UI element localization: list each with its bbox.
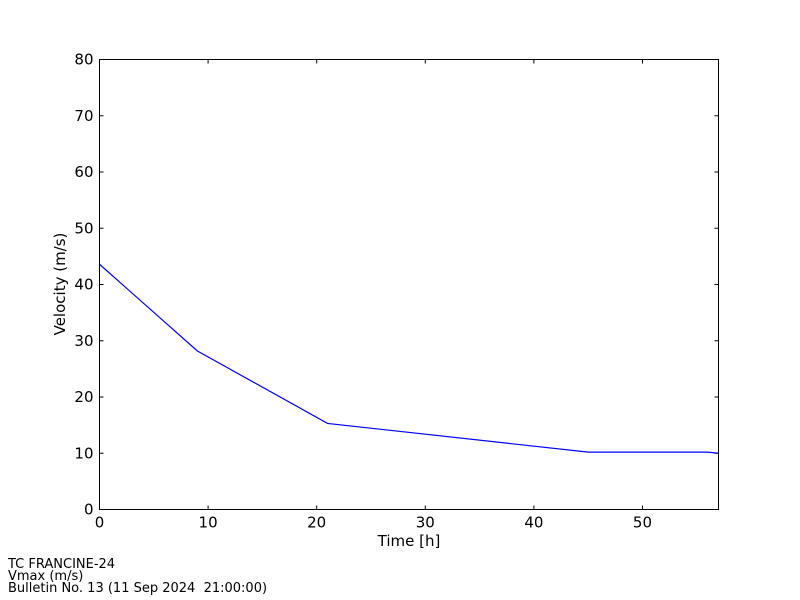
plot-frame	[99, 59, 719, 510]
x-tick-label: 30	[416, 514, 435, 532]
y-tick-label: 0	[84, 501, 94, 519]
y-tick-label: 50	[74, 219, 93, 237]
x-tick-label: 10	[199, 514, 218, 532]
y-tick-label: 60	[74, 163, 93, 181]
x-tick-label: 0	[95, 514, 105, 532]
variable-label: Vmax (m/s)	[8, 569, 84, 584]
x-axis-label: Time [h]	[377, 532, 441, 550]
storm-name: TC FRANCINE-24	[8, 557, 116, 572]
y-tick-label: 70	[74, 107, 93, 125]
bulletin-info: Bulletin No. 13 (11 Sep 2024 21:00:00)	[8, 581, 268, 596]
x-tick-label: 40	[524, 514, 543, 532]
y-tick-label: 40	[74, 276, 93, 294]
x-tick-label: 20	[307, 514, 326, 532]
y-tick-label: 10	[74, 444, 93, 462]
y-tick-label: 30	[74, 332, 93, 350]
x-tick-label: 50	[633, 514, 652, 532]
y-axis-label: Velocity (m/s)	[51, 233, 69, 336]
y-tick-label: 80	[74, 51, 93, 69]
y-tick-label: 20	[74, 388, 93, 406]
series-line-vmax	[99, 263, 719, 454]
